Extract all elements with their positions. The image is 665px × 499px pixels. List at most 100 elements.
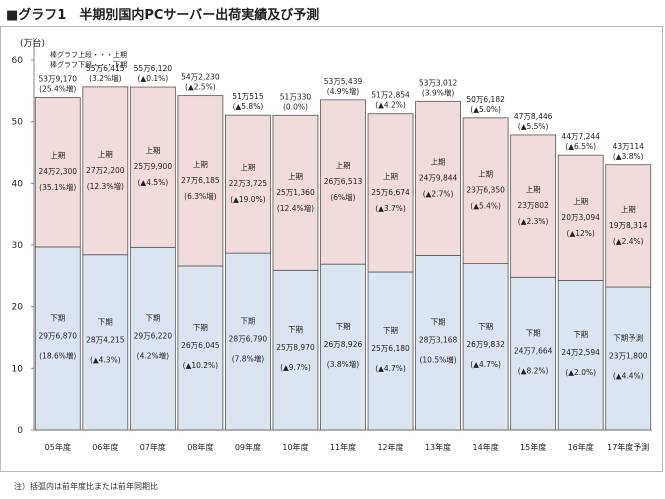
bar-upper-label: 20万3,094 (561, 213, 600, 222)
bar-lower-half (415, 254, 461, 431)
bar-upper-label: 上期 (478, 170, 493, 179)
bar-total-label: 53万5,439 (324, 77, 363, 86)
bar-upper-label: 23万802 (517, 201, 549, 210)
bar-lower-label: (3.8%増) (327, 359, 359, 369)
x-tick-label: 16年度 (568, 442, 594, 452)
bar-lower-label: 26万6,045 (181, 341, 220, 350)
bar-lower-label: 下期 (526, 329, 541, 338)
x-tick-label: 07年度 (140, 442, 166, 452)
bar-upper-label: 上期 (621, 205, 636, 214)
bar-upper-half (415, 100, 461, 256)
bar-upper-label: 24万2,300 (39, 167, 78, 176)
bar-lower-label: 28万4,215 (86, 335, 125, 344)
bar-lower-label: 26万8,926 (324, 340, 363, 349)
bar-total-label: 51万330 (280, 92, 312, 101)
bar-upper-label: (▲12%) (567, 229, 595, 238)
bar-upper-label: (▲2.7%) (423, 189, 454, 198)
bar-upper-label: (6%増) (330, 192, 355, 202)
bar-total-label: 51万2,854 (371, 91, 410, 100)
chart-frame (0, 26, 663, 472)
bar-total-label: 54万2,230 (181, 73, 220, 82)
bar-lower-label: 26万9,832 (466, 340, 505, 349)
bar-total-label: 53万3,012 (419, 78, 458, 87)
bar-upper-label: 上期 (193, 160, 208, 169)
bar-lower-label: (4.2%増) (137, 351, 169, 361)
bar-lower-label: 下期 (431, 318, 446, 327)
bar-upper-label: 22万3,725 (229, 179, 268, 188)
bar-total-label: (▲3.8%) (613, 152, 644, 161)
x-tick-label: 13年度 (425, 442, 451, 452)
bar-lower-label: 下期 (50, 313, 65, 322)
bar-upper-label: 26万6,513 (324, 177, 363, 186)
bar-upper-half (367, 113, 414, 273)
legend-text: 棒グラフ上段・・・上期 (50, 50, 127, 59)
bar-total-label: (▲4.2%) (375, 101, 406, 110)
bar-upper-label: 27万2,200 (86, 166, 125, 175)
bar-lower-label: 24万7,664 (514, 347, 553, 356)
bar-upper-label: (12.4%増) (277, 203, 314, 213)
legend-text: 棒グラフ下段・・・下期 (50, 60, 127, 69)
bar-upper-label: (35.1%増) (39, 182, 76, 192)
bar-upper-label: 27万6,185 (181, 176, 220, 185)
bar-lower-label: 下期 (573, 330, 588, 339)
bar-upper-half (510, 134, 557, 278)
bar-total-label: (4.9%増) (327, 86, 359, 96)
bar-upper-half (82, 86, 129, 256)
bar-lower-label: (18.6%増) (39, 350, 76, 360)
bar-lower-label: 25万6,180 (371, 344, 410, 353)
bar-upper-label: (▲2.3%) (518, 217, 549, 226)
bar-upper-label: 19万8,314 (609, 221, 648, 230)
bar-upper-half (605, 164, 652, 288)
x-tick-label: 10年度 (282, 442, 308, 452)
bar-total-label: 44万7,244 (561, 132, 600, 141)
bar-lower-label: (10.5%増) (419, 355, 456, 365)
bar-lower-half (82, 254, 129, 431)
page-title: ■グラフ1 半期別国内PCサーバー出荷実績及び予測 (6, 8, 320, 23)
bar-lower-label: (▲2.0%) (565, 368, 596, 377)
bar-upper-half (34, 97, 81, 248)
bar-lower-label: 下期 (193, 323, 208, 332)
bar-total-label: (3.2%増) (89, 73, 121, 83)
bar-lower-label: 下期 (383, 326, 398, 335)
bar-total-label: 47万8,446 (514, 112, 553, 121)
bar-lower-label: 下期 (288, 325, 303, 334)
bar-lower-label: 25万8,970 (276, 343, 315, 352)
bar-lower-label: (▲10.2%) (183, 361, 219, 370)
bar-lower-half (510, 276, 557, 431)
bar-lower-label: 下期 (98, 317, 113, 326)
bar-upper-label: 上期 (383, 172, 398, 181)
bar-upper-label: 上期 (145, 146, 160, 155)
bar-upper-label: (▲3.7%) (375, 204, 406, 213)
bar-upper-half (225, 114, 271, 254)
bar-total-label: 50万6,182 (466, 95, 505, 104)
bar-total-label: (3.9%増) (422, 87, 454, 97)
bar-upper-label: 23万6,350 (466, 186, 505, 195)
y-tick-label: 30 (12, 241, 24, 251)
y-tick-label: 50 (12, 118, 24, 128)
y-tick-label: 20 (12, 303, 24, 313)
bar-upper-label: 上期 (431, 157, 446, 166)
bar-lower-label: 28万6,790 (229, 335, 268, 344)
bar-upper-label: (▲5.4%) (470, 202, 501, 211)
bar-lower-half (605, 286, 652, 431)
y-tick-label: 40 (12, 179, 24, 189)
bar-total-label: 55万6,415 (86, 64, 125, 73)
y-tick-label: 10 (12, 364, 24, 374)
bar-total-label: (▲6.5%) (565, 142, 596, 151)
bar-lower-label: 下期 (240, 317, 255, 326)
bar-lower-label: 下期 (478, 322, 493, 331)
bar-total-label: (▲2.5%) (185, 83, 216, 92)
bar-total-label: (▲0.1%) (138, 74, 169, 83)
bar-lower-label: (▲4.3%) (90, 355, 121, 364)
bar-upper-half (177, 95, 224, 267)
bar-lower-half (177, 265, 224, 431)
bar-upper-half (129, 86, 176, 248)
x-tick-label: 14年度 (473, 442, 499, 452)
x-tick-label: 05年度 (45, 442, 71, 452)
bar-upper-label: 上期 (240, 163, 255, 172)
bar-lower-half (34, 246, 81, 431)
bar-total-label: (0.0%) (283, 102, 308, 111)
bar-lower-label: 下期 (336, 322, 351, 331)
bar-total-label: (25.4%増) (39, 84, 76, 94)
bar-upper-half (557, 154, 604, 281)
